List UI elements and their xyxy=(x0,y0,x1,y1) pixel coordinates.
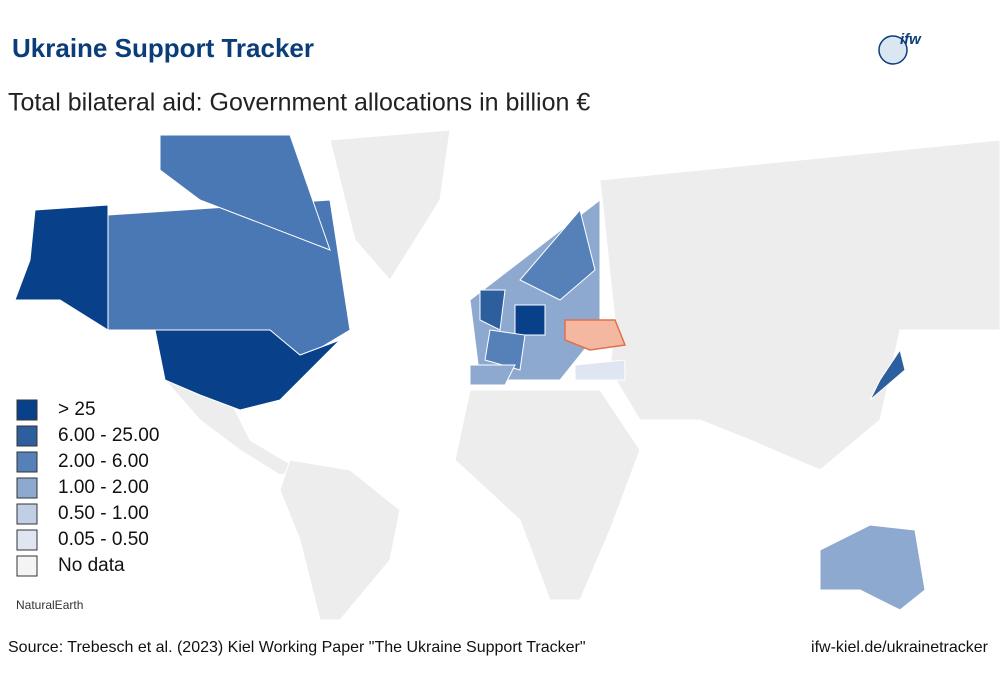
uk xyxy=(479,289,506,331)
logo-globe xyxy=(878,35,908,65)
germany xyxy=(514,304,546,336)
legend-label: No data xyxy=(58,555,125,576)
scandinavia xyxy=(519,208,596,301)
france xyxy=(484,329,526,371)
legend-swatch xyxy=(16,399,38,421)
legend-swatch xyxy=(16,529,38,551)
russia-asia xyxy=(599,139,1001,471)
japan xyxy=(869,348,906,401)
canada-arctic xyxy=(159,134,331,251)
subtitle: Total bilateral aid: Government allocati… xyxy=(8,89,590,117)
legend-label: > 25 xyxy=(58,399,96,420)
title: Ukraine Support Tracker xyxy=(12,33,314,63)
logo: ifw xyxy=(900,31,922,48)
australia xyxy=(819,524,926,611)
spain xyxy=(469,364,516,386)
ukraine xyxy=(564,319,627,351)
alaska xyxy=(14,204,109,331)
source: Source: Trebesch et al. (2023) Kiel Work… xyxy=(8,639,586,656)
map xyxy=(14,129,1001,621)
legend-label: 6.00 - 25.00 xyxy=(58,425,159,446)
legend: > 25 6.00 - 25.00 2.00 - 6.00 1.00 - 2.00 0.… xyxy=(16,399,159,577)
legend-label: 0.05 - 0.50 xyxy=(58,529,149,550)
south-america xyxy=(279,459,401,621)
legend-swatch xyxy=(16,555,38,577)
usa xyxy=(154,329,341,411)
legend-label: 0.50 - 1.00 xyxy=(58,503,149,524)
legend-label: 2.00 - 6.00 xyxy=(58,451,149,472)
legend-swatch xyxy=(16,503,38,525)
turkey xyxy=(574,359,626,381)
link[interactable]: ifw-kiel.de/ukrainetracker xyxy=(811,639,989,656)
legend-swatch xyxy=(16,425,38,447)
legend-swatch xyxy=(16,477,38,499)
africa xyxy=(454,389,641,601)
legend-label: 1.00 - 2.00 xyxy=(58,477,149,498)
attribution: NaturalEarth xyxy=(16,598,83,612)
legend-swatch xyxy=(16,451,38,473)
greenland xyxy=(329,129,451,281)
